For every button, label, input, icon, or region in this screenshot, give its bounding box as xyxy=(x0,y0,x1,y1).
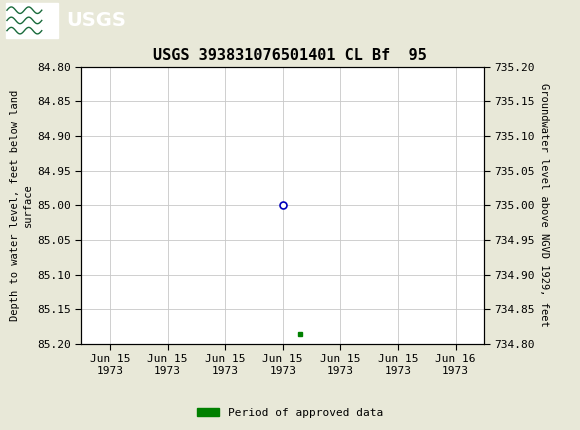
Text: USGS 393831076501401 CL Bf  95: USGS 393831076501401 CL Bf 95 xyxy=(153,48,427,62)
FancyBboxPatch shape xyxy=(6,3,58,37)
Text: USGS: USGS xyxy=(67,11,126,30)
Y-axis label: Depth to water level, feet below land
surface: Depth to water level, feet below land su… xyxy=(10,90,33,321)
Legend: Period of approved data: Period of approved data xyxy=(193,403,387,422)
Y-axis label: Groundwater level above NGVD 1929, feet: Groundwater level above NGVD 1929, feet xyxy=(539,83,549,327)
